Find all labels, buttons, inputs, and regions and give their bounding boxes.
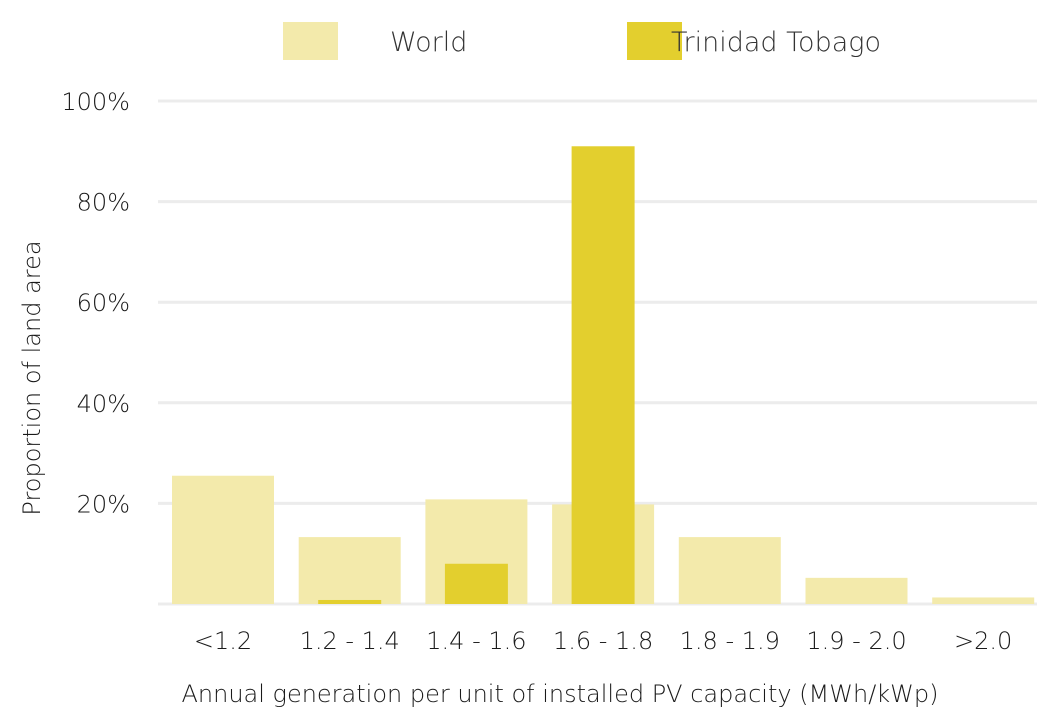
bar-world	[805, 577, 908, 604]
legend-label-world: World	[390, 27, 467, 58]
x-tick-label: 1.9 - 2.0	[806, 627, 906, 655]
legend-label-trinidad-tobago: Trinidad Tobago	[671, 27, 881, 58]
legend: World Trinidad Tobago	[283, 22, 881, 60]
x-tick-labels: <1.2 1.2 - 1.4 1.4 - 1.6 1.6 - 1.8 1.8 - 1.9…	[194, 627, 1012, 655]
legend-swatch-trinidad-tobago	[627, 22, 682, 60]
bar-world	[678, 537, 781, 604]
y-tick-label: 100%	[61, 88, 130, 116]
x-tick-label: >2.0	[954, 627, 1012, 655]
x-tick-label: 1.2 - 1.4	[300, 627, 400, 655]
y-axis-title: Proportion of land area	[18, 240, 46, 515]
bar-world	[298, 537, 401, 604]
trinidad-tobago-bars	[318, 146, 635, 604]
y-tick-labels: 20% 40% 60% 80% 100%	[61, 88, 130, 518]
y-tick-label: 40%	[77, 390, 130, 418]
x-tick-label: <1.2	[194, 627, 252, 655]
legend-swatch-world	[283, 22, 338, 60]
x-axis-title: Annual generation per unit of installed …	[181, 680, 938, 708]
y-tick-label: 80%	[77, 189, 130, 217]
bar-trinidad-tobago	[444, 563, 508, 604]
bar-trinidad-tobago	[318, 599, 382, 604]
x-tick-label: 1.8 - 1.9	[680, 627, 780, 655]
bar-trinidad-tobago	[571, 146, 635, 604]
bar-world	[172, 475, 274, 604]
y-tick-label: 20%	[77, 490, 130, 518]
x-tick-label: 1.4 - 1.6	[426, 627, 526, 655]
bar-world	[932, 597, 1035, 604]
x-tick-label: 1.6 - 1.8	[553, 627, 653, 655]
y-tick-label: 60%	[77, 289, 130, 317]
